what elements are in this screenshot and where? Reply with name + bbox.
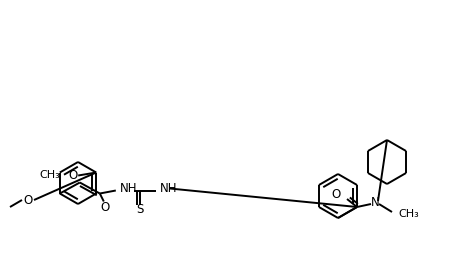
Text: O: O	[332, 188, 341, 202]
Text: CH₃: CH₃	[39, 171, 60, 181]
Text: NH: NH	[120, 182, 137, 195]
Text: O: O	[69, 169, 78, 182]
Text: O: O	[23, 193, 33, 206]
Text: CH₃: CH₃	[398, 209, 419, 219]
Text: N: N	[371, 196, 379, 209]
Text: S: S	[136, 203, 143, 216]
Text: O: O	[100, 201, 109, 214]
Text: NH: NH	[160, 182, 177, 195]
